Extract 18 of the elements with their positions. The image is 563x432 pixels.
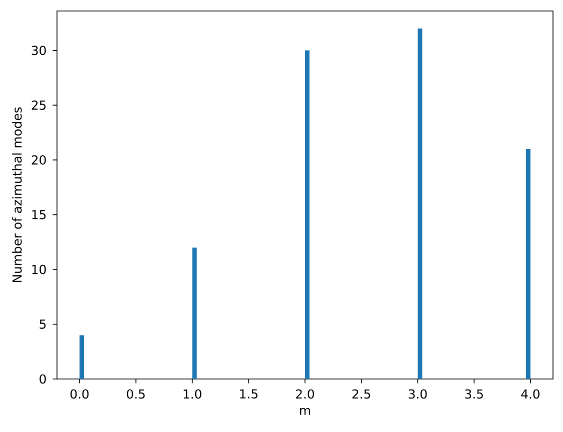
y-tick-label: 0 [40,374,46,384]
x-tick-label: 0.5 [126,389,145,399]
x-tick-label: 3.0 [408,389,427,399]
y-tick-label: 30 [32,46,46,56]
x-tick-label: 1.5 [240,389,258,399]
x-tick-label: 4.0 [521,389,540,399]
y-tick-label: 25 [32,100,46,110]
y-tick-label: 20 [32,155,46,165]
y-tick-label: 5 [40,320,46,329]
x-tick-label: 2.0 [296,389,314,399]
y-axis-title: Number of azimuthal modes [12,107,22,282]
x-tick-label: 1.0 [184,389,202,399]
x-tick-label: 0.0 [70,389,89,399]
x-axis-title: m [300,408,310,415]
x-tick-label: 2.5 [352,389,370,399]
x-tick-label: 3.5 [465,389,483,399]
y-tick-label: 15 [32,210,46,220]
y-tick-label: 10 [32,264,46,274]
